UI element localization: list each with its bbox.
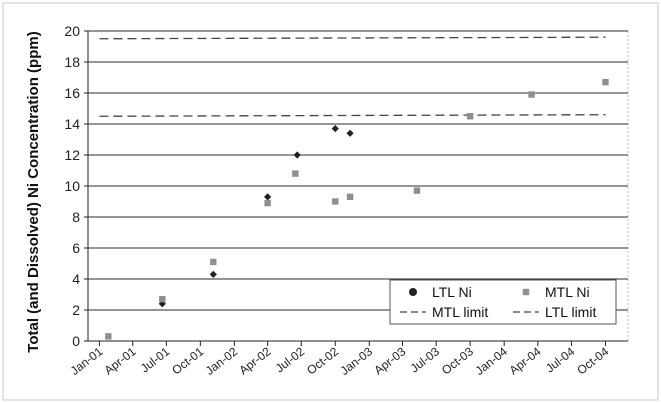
legend-label-ltl-limit: LTL limit <box>545 304 596 320</box>
y-tick-label: 12 <box>64 147 80 163</box>
y-tick-label: 8 <box>72 209 80 225</box>
data-markers <box>105 78 609 340</box>
ltl-ni-point <box>293 151 301 159</box>
mtl-ni-point <box>602 78 609 86</box>
y-tick-label: 0 <box>72 333 80 349</box>
ltl-ni-point <box>209 270 217 278</box>
mtl-ni-point <box>346 193 354 201</box>
legend-label-mtl-limit: MTL limit <box>432 304 488 320</box>
limit-lines <box>99 36 606 117</box>
y-tick-label: 18 <box>64 54 80 70</box>
y-tick-label: 4 <box>72 271 80 287</box>
mtl-ni-point <box>413 187 421 194</box>
legend-label-mtl-ni: MTL Ni <box>545 284 590 300</box>
legend-box <box>389 279 617 325</box>
mtl-ni-point <box>332 198 339 205</box>
legend-label-ltl-ni: LTL Ni <box>432 284 472 300</box>
y-tick-label: 16 <box>64 85 80 101</box>
mtl-ni-point <box>528 91 535 98</box>
y-tick-label: 14 <box>64 116 80 132</box>
mtl-limit-line <box>99 36 606 40</box>
mtl-ni-point <box>292 170 299 177</box>
y-tick-label: 10 <box>64 178 80 194</box>
y-tick-label: 2 <box>72 302 80 318</box>
gridlines <box>88 30 628 311</box>
ltl-ni-point <box>264 193 272 201</box>
legend-marker-ltl-ni <box>409 288 417 296</box>
ltl-limit-line <box>99 114 606 117</box>
ltl-ni-point <box>331 125 339 133</box>
y-axis-title: Total (and Dissolved) Ni Concentration (… <box>25 31 42 352</box>
legend: LTL Ni MTL Ni MTL limit LTL limit <box>389 279 617 325</box>
mtl-ni-point <box>105 333 112 340</box>
legend-marker-mtl-ni <box>522 288 530 296</box>
mtl-ni-point <box>159 295 166 303</box>
y-tick-label: 6 <box>72 240 80 256</box>
y-tick-label: 20 <box>64 23 80 39</box>
mtl-ni-point <box>264 199 271 207</box>
mtl-ni-point <box>210 258 217 266</box>
y-axis-ticks: 0 2 4 6 8 10 12 14 16 18 20 <box>64 23 88 349</box>
ltl-ni-point <box>346 129 354 137</box>
mtl-ni-point <box>466 113 474 120</box>
